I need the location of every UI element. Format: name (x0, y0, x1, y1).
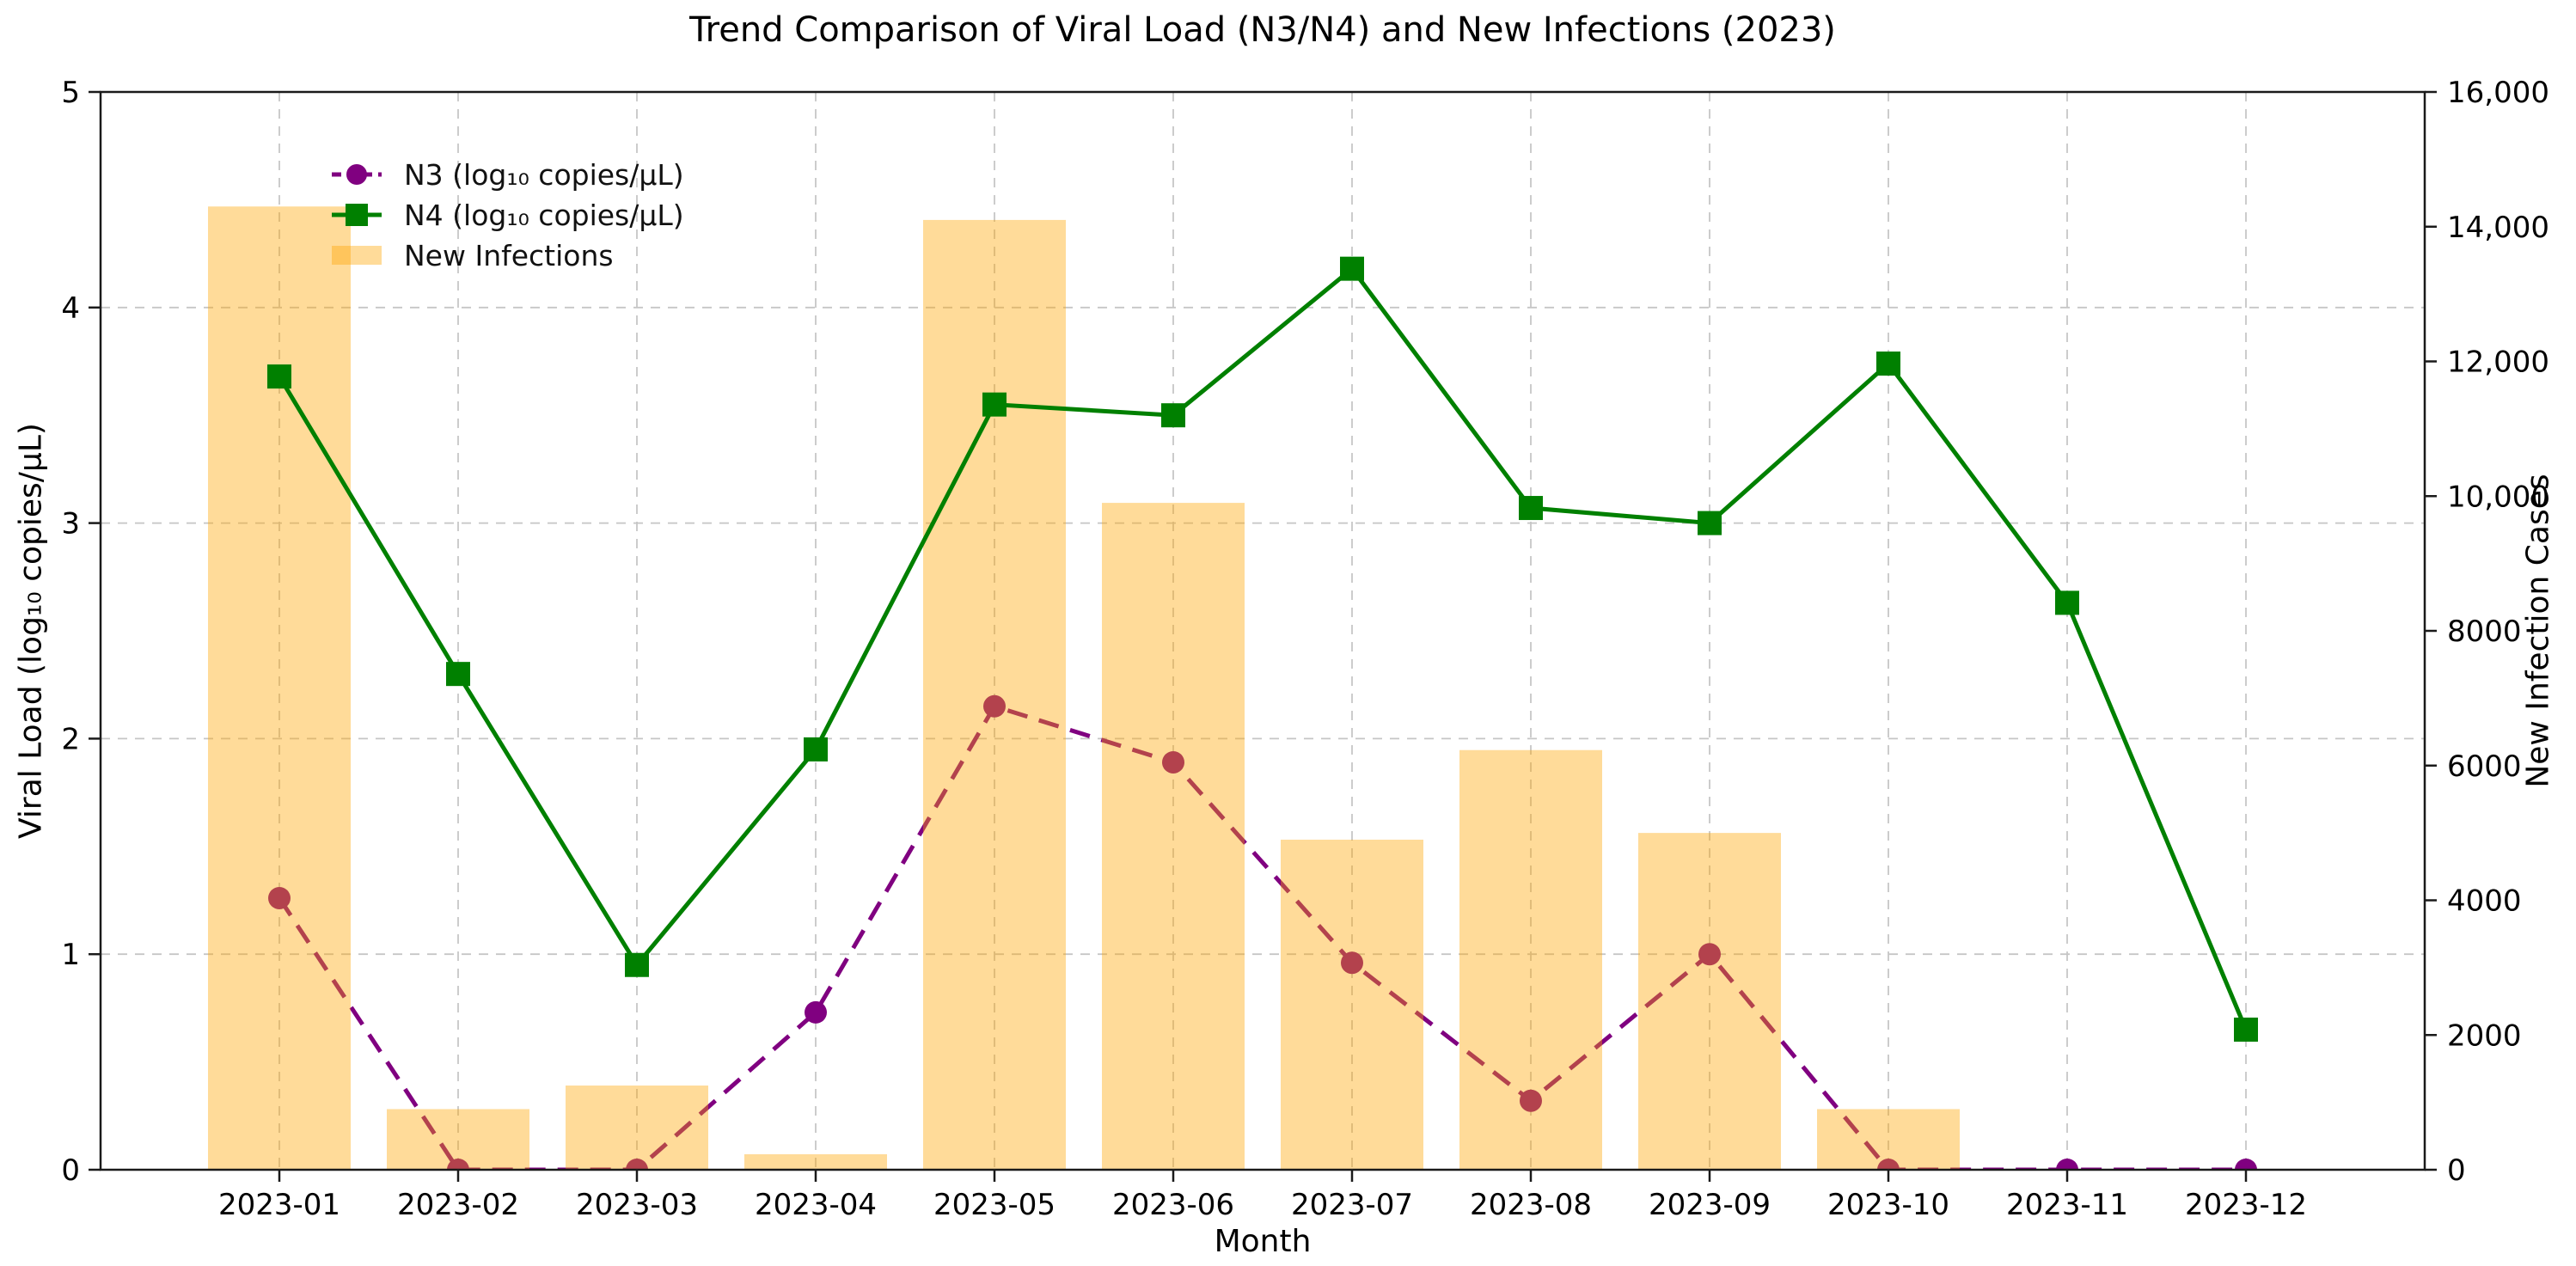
y-left-tick-2: 2 (61, 722, 80, 756)
y-left-tick-0: 0 (61, 1153, 80, 1188)
n3-line-marker-icon (332, 164, 382, 185)
y-axis-title-right: New Infection Cases (2520, 474, 2556, 788)
y-left-tick-3: 3 (61, 507, 80, 541)
x-axis-title: Month (1214, 1224, 1312, 1259)
x-tick-label-2023-12: 2023-12 (2185, 1188, 2307, 1222)
x-tick-label-2023-07: 2023-07 (1291, 1188, 1413, 1222)
x-tick-label-2023-05: 2023-05 (933, 1188, 1055, 1222)
n4-series (267, 256, 2258, 1042)
bar-2023-02 (387, 1109, 529, 1170)
y-axis-title-left: Viral Load (log₁₀ copies/μL) (13, 423, 49, 839)
bar-2023-05 (923, 219, 1066, 1170)
n3-marker-2023-12 (2235, 1159, 2257, 1170)
bar-2023-03 (566, 1086, 708, 1170)
legend-entry-n3: N3 (log₁₀ copies/μL) (332, 157, 684, 192)
gridlines (101, 92, 2425, 1170)
n4-marker-2023-10 (1876, 352, 1900, 376)
y-right-tick-0: 0 (2447, 1153, 2466, 1188)
n4-marker-2023-07 (1340, 256, 1364, 281)
tick-marks (89, 90, 2437, 1182)
x-tick-label-2023-04: 2023-04 (755, 1188, 877, 1222)
n4-marker-2023-09 (1698, 511, 1722, 535)
n4-marker-2023-11 (2055, 590, 2079, 615)
bar-2023-06 (1102, 503, 1245, 1170)
y-left-tick-4: 4 (61, 291, 80, 326)
n3-marker-2023-06 (1162, 750, 1184, 774)
y-right-tick-4000: 4000 (2447, 884, 2522, 919)
n3-marker-2023-02 (447, 1159, 469, 1170)
legend: N3 (log₁₀ copies/μL) N4 (log₁₀ copies/μL… (332, 157, 684, 281)
x-tick-label-2023-01: 2023-01 (218, 1188, 340, 1222)
legend-label-new-infections: New Infections (404, 238, 614, 272)
n3-marker-2023-01 (268, 886, 291, 909)
y-right-tick-2000: 2000 (2447, 1018, 2522, 1053)
y-right-tick-8000: 8000 (2447, 615, 2522, 649)
y-left-tick-5: 5 (61, 76, 80, 110)
n3-series (268, 694, 2257, 1170)
bar-2023-08 (1459, 749, 1602, 1170)
n4-marker-2023-06 (1161, 403, 1185, 428)
n4-marker-2023-04 (804, 737, 828, 761)
n3-marker-2023-10 (1877, 1159, 1900, 1170)
new-infections-bars (208, 206, 1960, 1170)
n4-marker-2023-02 (446, 662, 470, 687)
y-right-tick-6000: 6000 (2447, 749, 2522, 784)
tick-labels: 2023-01 2023-02 2023-03 2023-04 2023-05 2023-… (61, 76, 2549, 1222)
y-right-tick-14000: 14,000 (2447, 211, 2549, 245)
bar-2023-09 (1638, 833, 1781, 1170)
x-tick-label-2023-03: 2023-03 (576, 1188, 698, 1222)
legend-entry-new-infections: New Infections (332, 238, 684, 272)
y-right-tick-12000: 12,000 (2447, 346, 2549, 380)
n4-marker-2023-03 (625, 952, 649, 977)
n3-line (277, 703, 2246, 1170)
legend-label-n4: N4 (log₁₀ copies/μL) (404, 198, 684, 232)
y-right-tick-16000: 16,000 (2447, 76, 2549, 110)
n3-marker-2023-04 (805, 1000, 827, 1024)
n4-line (277, 266, 2249, 1031)
legend-label-n3: N3 (log₁₀ copies/μL) (404, 157, 684, 192)
n3-marker-2023-09 (1698, 943, 1721, 966)
x-tick-label-2023-11: 2023-11 (2006, 1188, 2128, 1222)
bar-2023-04 (744, 1153, 887, 1170)
n4-marker-2023-08 (1519, 496, 1543, 521)
y-right-tick-10000: 10,000 (2447, 480, 2549, 514)
x-tick-label-2023-06: 2023-06 (1112, 1188, 1234, 1222)
x-tick-label-2023-08: 2023-08 (1470, 1188, 1592, 1222)
bar-2023-07 (1281, 839, 1423, 1170)
n4-line-marker-icon (332, 204, 382, 226)
bar-2023-10 (1817, 1109, 1960, 1170)
new-infections-swatch-icon (332, 246, 382, 265)
n3-marker-2023-11 (2056, 1159, 2078, 1170)
x-tick-label-2023-10: 2023-10 (1827, 1188, 1949, 1222)
y-left-tick-1: 1 (61, 938, 80, 972)
n4-marker-2023-01 (267, 364, 291, 389)
legend-entry-n4: N4 (log₁₀ copies/μL) (332, 198, 684, 232)
x-tick-label-2023-09: 2023-09 (1649, 1188, 1771, 1222)
n3-marker-2023-07 (1341, 951, 1363, 975)
n3-marker-2023-05 (983, 694, 1006, 718)
bar-2023-01 (208, 206, 351, 1170)
chart-title: Trend Comparison of Viral Load (N3/N4) a… (689, 10, 1836, 50)
n3-marker-2023-08 (1520, 1089, 1542, 1112)
n4-marker-2023-05 (982, 392, 1007, 417)
x-tick-label-2023-02: 2023-02 (397, 1188, 519, 1222)
n3-marker-2023-03 (626, 1159, 648, 1170)
n4-marker-2023-12 (2234, 1017, 2258, 1042)
